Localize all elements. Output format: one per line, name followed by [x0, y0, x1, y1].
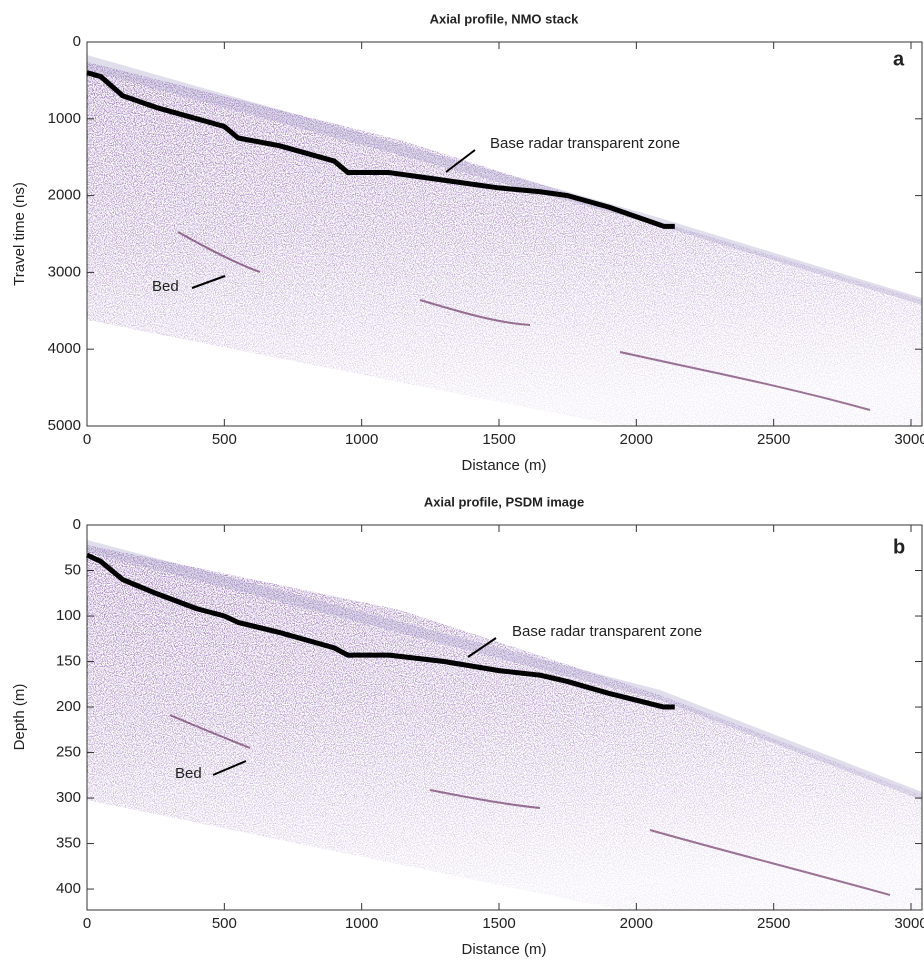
plot-frame: [86, 41, 923, 427]
y-tick-label: 250: [56, 744, 81, 761]
chart-title: Axial profile, NMO stack: [430, 11, 580, 26]
radar-image: [87, 55, 922, 910]
leader-line: [212, 760, 247, 776]
y-tick-label: 0: [73, 33, 81, 50]
x-tick-label: 0: [83, 915, 91, 932]
boundary-line: [85, 552, 675, 710]
leader-line: [191, 275, 226, 289]
x-tick-label: 1500: [482, 431, 515, 448]
x-tick-label: 1000: [345, 915, 378, 932]
boundary-line: [86, 70, 675, 229]
y-tick-label: 200: [56, 698, 81, 715]
x-tick-label: 0: [83, 431, 91, 448]
y-tick-label: 50: [64, 561, 81, 578]
x-tick-label: 2500: [757, 431, 790, 448]
x-tick-label: 500: [212, 915, 237, 932]
y-tick-label: 300: [56, 789, 81, 806]
x-tick-label: 2500: [757, 915, 790, 932]
y-tick-label: 4000: [48, 340, 81, 357]
y-tick-label: 1000: [48, 110, 81, 127]
x-tick-label: 2000: [620, 431, 653, 448]
panel-label: a: [893, 48, 905, 70]
y-tick-label: 2000: [48, 187, 81, 204]
x-tick-label: 1500: [482, 915, 515, 932]
x-tick-label: 2000: [620, 915, 653, 932]
y-tick-label: 3000: [48, 263, 81, 280]
y-tick-label: 150: [56, 652, 81, 669]
plot-frame: [86, 524, 923, 911]
y-axis-label: Depth (m): [11, 684, 28, 751]
x-tick-label: 3000: [894, 915, 924, 932]
y-tick-label: 5000: [48, 417, 81, 434]
y-tick-label: 350: [56, 835, 81, 852]
leader-line: [467, 637, 497, 658]
y-tick-label: 400: [56, 880, 81, 897]
annotation: Bed: [152, 278, 179, 295]
x-axis-label: Distance (m): [461, 457, 546, 474]
panel-label: b: [893, 536, 905, 558]
x-axis-label: Distance (m): [461, 941, 546, 958]
annotation: Base radar transparent zone: [512, 623, 702, 640]
x-tick-label: 3000: [894, 431, 924, 448]
y-axis-label: Travel time (ns): [11, 182, 28, 286]
y-tick-label: 0: [73, 516, 81, 533]
x-tick-label: 1000: [345, 431, 378, 448]
annotation: Bed: [175, 765, 202, 782]
chart-title: Axial profile, PSDM image: [424, 494, 584, 509]
annotation: Base radar transparent zone: [490, 135, 680, 152]
y-tick-label: 100: [56, 607, 81, 624]
leader-line: [445, 149, 476, 173]
x-tick-label: 500: [212, 431, 237, 448]
